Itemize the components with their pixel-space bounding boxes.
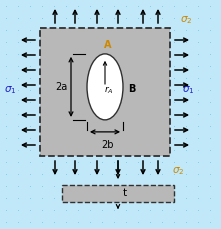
Text: B: B: [128, 84, 135, 94]
Text: $\sigma_1$: $\sigma_1$: [182, 84, 194, 96]
Text: $r_A$: $r_A$: [104, 84, 114, 96]
Text: $\sigma_2$: $\sigma_2$: [172, 165, 184, 177]
Text: 2a: 2a: [55, 82, 67, 92]
Text: $\sigma_2$: $\sigma_2$: [180, 14, 192, 26]
Bar: [62, 185, 174, 202]
Text: $\sigma_1$: $\sigma_1$: [4, 84, 17, 96]
Text: t: t: [123, 188, 127, 198]
Bar: [40, 28, 170, 156]
Text: 2b: 2b: [101, 140, 113, 150]
Ellipse shape: [87, 54, 123, 120]
Text: A: A: [104, 40, 112, 50]
